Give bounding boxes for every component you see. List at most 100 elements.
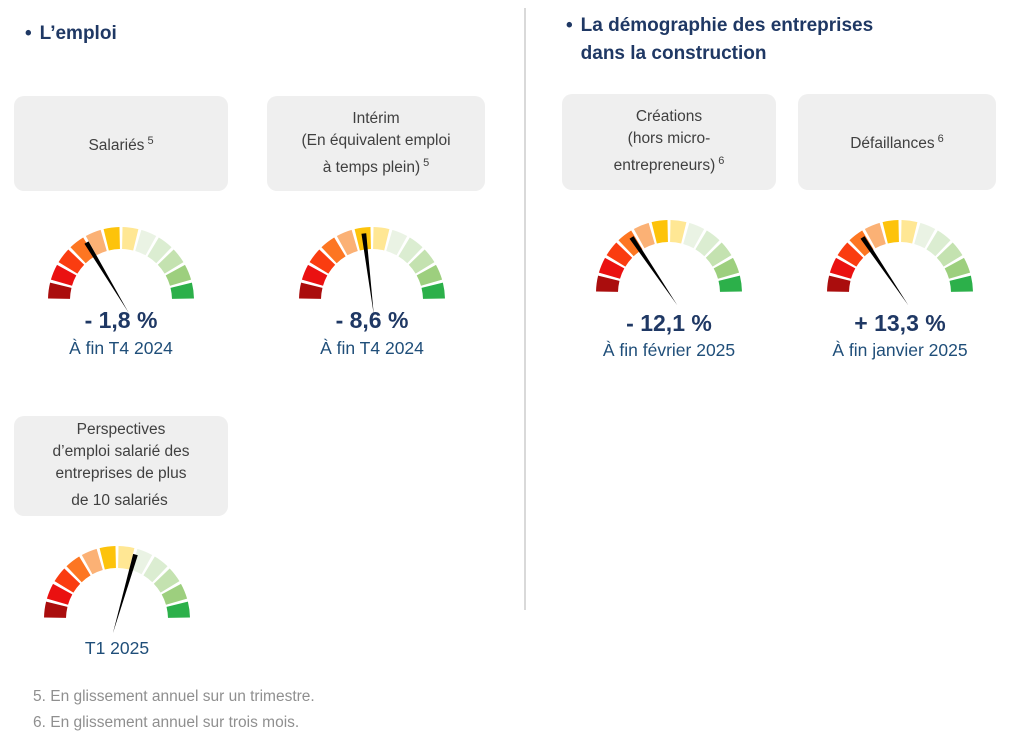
metric-value: - 1,8 % [84,307,158,333]
gauge-segment [157,249,184,274]
gauge-segment [705,242,732,267]
gauge-segment [386,229,408,256]
gauge-segment [103,227,120,251]
gauge-segment [864,222,886,249]
footnotes: 5. En glissement annuel sur un trimestre… [33,684,315,736]
metric-caption: À fin janvier 2025 [832,340,968,360]
gauge-segment [827,275,851,292]
section-divider [524,8,526,610]
gauge-needle [112,553,138,634]
gauge-segment [421,282,445,299]
gauge-segment [44,601,68,618]
gauge-needle [629,236,678,306]
gauge-segment [170,282,194,299]
gauge-segment [135,229,157,256]
bullet-icon: • [25,23,32,44]
gauge-segment [58,249,85,274]
gauge-needle [860,236,909,306]
section-title-text: L’emploi [39,23,117,44]
gauge-segment [165,264,192,286]
footnote-ref: 5 [147,134,154,147]
gauge-segment [118,546,135,570]
gauge-segment [849,230,874,257]
gauge-segment [48,282,72,299]
gauge-segment [926,230,951,257]
gauge-segment [633,222,655,249]
gauge-segment [944,257,971,279]
bullet-icon: • [566,15,573,36]
card-perspectives: Perspectives d’emploi salarié des entrep… [14,416,228,516]
metric-value: - 8,6 % [335,307,409,333]
gauge-segment [54,568,81,593]
gauge-segment [949,275,973,292]
footnote-5: 5. En glissement annuel sur un trimestre… [33,688,315,705]
metric-caption: T1 2025 [84,638,150,658]
gauge-segment [122,227,139,251]
gauge-segment [683,222,705,249]
card-defaillances: Défaillances 6 [798,94,996,190]
gauge-segment [695,230,720,257]
gauge-segment [50,264,77,286]
gauge-interim [299,227,445,315]
section-title-emploi: • L’emploi [25,20,117,48]
gauge-segment [882,220,899,244]
card-label: Salariés [88,137,145,155]
gauge-segment [373,227,390,251]
footnote-6: 6. En glissement annuel sur trois mois. [33,714,300,731]
gauge-segment [618,230,643,257]
gauge-needle [84,241,129,313]
section-title-text: La démographie des entreprises dans la c… [580,15,874,64]
gauge-segment [718,275,742,292]
gauge-segment [153,568,180,593]
gauge-segment [914,222,936,249]
gauge-segment [321,237,346,264]
card-label: Créations (hors micro- entrepreneurs) [613,108,716,175]
card-creations: Créations (hors micro- entrepreneurs) 6 [562,94,776,190]
gauge-segment [301,264,328,286]
gauge-segment [336,229,358,256]
gauge-segment [606,242,633,267]
metric-value: - 12,1 % [626,310,712,336]
gauge-segment [70,237,95,264]
metric-caption: À fin février 2025 [602,340,736,360]
gauge-segment [901,220,918,244]
gauge-segment [837,242,864,267]
metric-caption: À fin T4 2024 [69,338,173,358]
gauge-segment [143,556,168,583]
footnote-ref: 6 [718,155,725,168]
gauge-needle [361,233,374,315]
gauge-perspectives [44,546,190,634]
card-label: Défaillances [850,135,935,153]
gauge-segment [829,257,856,279]
gauge-segment [598,257,625,279]
gauge-segment [299,282,323,299]
card-interim: Intérim (En équivalent emploi à temps pl… [267,96,485,191]
gauge-segment [46,583,73,605]
section-title-demographie: • La démographie des entreprises dans la… [566,12,966,68]
gauge-segment [81,548,103,575]
gauge-segment [166,601,190,618]
gauge-segment [651,220,668,244]
gauge-segment [309,249,336,274]
gauge-segment [670,220,687,244]
gauge-segment [416,264,443,286]
gauge-segment [99,546,116,570]
gauge-segment [398,237,423,264]
gauge-segment [147,237,172,264]
gauge-defaillances [827,220,973,306]
gauge-segment [408,249,435,274]
gauge-segment [85,229,107,256]
gauge-salaries [48,227,194,313]
metric-value: + 13,3 % [854,310,946,336]
card-label: Perspectives d’emploi salarié des entrep… [52,421,190,510]
gauge-segment [713,257,740,279]
gauge-segment [596,275,620,292]
gauge-segment [66,556,91,583]
card-salaries: Salariés 5 [14,96,228,191]
footnote-ref: 5 [423,156,430,169]
gauge-segment [161,583,188,605]
gauge-creations [596,220,742,306]
metric-caption: À fin T4 2024 [320,338,424,358]
footnote-ref: 6 [937,133,944,146]
